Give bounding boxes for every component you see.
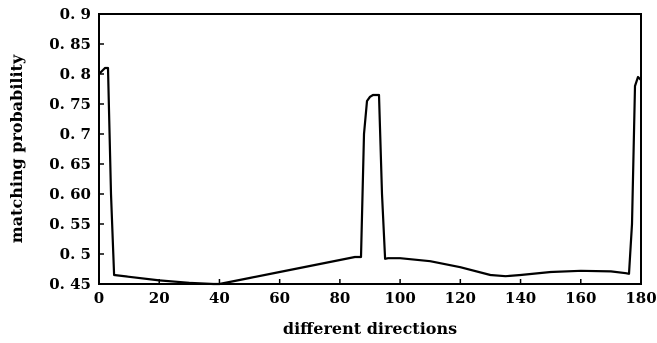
x-tick-label: 120 <box>445 289 476 307</box>
y-tick-label: 0. 75 <box>49 95 91 113</box>
y-tick-label: 0. 7 <box>60 125 91 143</box>
plot-frame <box>98 13 642 285</box>
y-tick-label: 0. 60 <box>49 185 91 203</box>
x-axis-title: different directions <box>283 319 457 338</box>
x-tick-label: 140 <box>505 289 536 307</box>
x-tick-label: 40 <box>209 289 230 307</box>
y-axis-title: matching probability <box>7 54 26 243</box>
x-tick-label: 160 <box>565 289 596 307</box>
y-tick-label: 0. 9 <box>60 5 91 23</box>
x-tick-label: 180 <box>625 289 656 307</box>
x-tick-label: 100 <box>384 289 415 307</box>
x-tick-label: 60 <box>269 289 290 307</box>
series-layer <box>98 66 642 286</box>
axis-ticks <box>98 13 642 285</box>
y-tick-label: 0. 5 <box>60 245 91 263</box>
y-tick-label: 0. 85 <box>49 35 91 53</box>
tick-labels: 0 20 40 60 80 100 120 140 160 180 0. 45 0. 5 0. 55 0.… <box>49 5 656 307</box>
y-tick-label: 0. 55 <box>49 215 91 233</box>
x-tick-label: 20 <box>149 289 170 307</box>
y-tick-label: 0. 45 <box>49 275 91 293</box>
series-line-1 <box>98 66 642 286</box>
y-tick-label: 0. 8 <box>60 65 91 83</box>
y-tick-label: 0. 65 <box>49 155 91 173</box>
x-tick-label: 0 <box>94 289 104 307</box>
x-tick-label: 80 <box>329 289 350 307</box>
